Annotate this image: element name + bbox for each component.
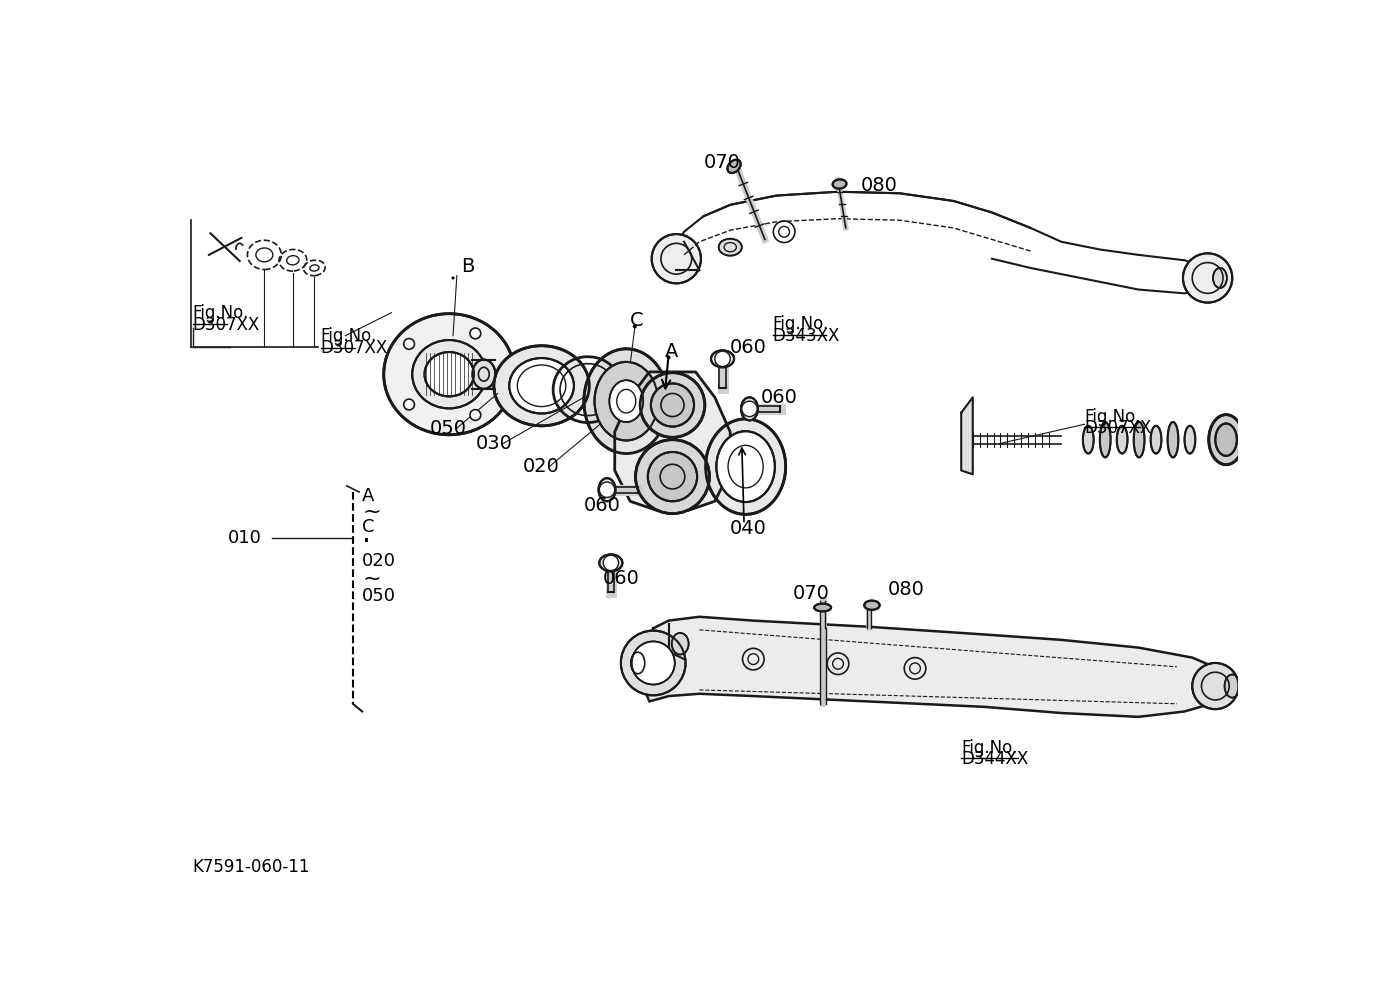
Text: A: A [363, 486, 375, 505]
Text: 080: 080 [860, 176, 898, 195]
Circle shape [451, 276, 455, 279]
Circle shape [632, 642, 674, 685]
Ellipse shape [833, 179, 847, 188]
Circle shape [470, 328, 481, 338]
Polygon shape [615, 372, 731, 511]
Ellipse shape [1168, 422, 1179, 457]
Circle shape [652, 234, 701, 283]
Ellipse shape [712, 350, 734, 367]
Circle shape [714, 351, 731, 366]
Text: D344XX: D344XX [961, 750, 1029, 768]
Ellipse shape [728, 160, 741, 173]
Text: 060: 060 [583, 495, 621, 515]
Text: 060: 060 [761, 387, 798, 406]
Text: 040: 040 [731, 519, 767, 538]
Ellipse shape [1117, 425, 1128, 453]
Ellipse shape [412, 340, 487, 408]
Circle shape [666, 355, 670, 359]
Ellipse shape [706, 418, 786, 515]
Ellipse shape [741, 397, 758, 420]
Text: ~: ~ [363, 502, 381, 522]
Circle shape [600, 482, 615, 497]
Text: A: A [665, 341, 678, 360]
Circle shape [404, 399, 415, 409]
Text: Fig.No.: Fig.No. [772, 315, 829, 333]
Text: C: C [363, 518, 375, 536]
Text: 070: 070 [705, 153, 741, 172]
Ellipse shape [425, 352, 474, 396]
Text: D307XX: D307XX [1084, 419, 1151, 437]
Ellipse shape [594, 362, 658, 440]
Ellipse shape [1100, 422, 1110, 457]
Ellipse shape [814, 604, 832, 612]
Text: D307XX: D307XX [320, 339, 387, 357]
Ellipse shape [1214, 268, 1227, 288]
Ellipse shape [1185, 425, 1196, 453]
Ellipse shape [472, 359, 495, 388]
Circle shape [603, 556, 619, 571]
Ellipse shape [718, 238, 742, 255]
Circle shape [470, 409, 481, 420]
Circle shape [640, 372, 705, 437]
Text: 020: 020 [523, 457, 560, 476]
Text: 080: 080 [888, 581, 925, 600]
Ellipse shape [1083, 425, 1094, 453]
Ellipse shape [598, 478, 615, 502]
Ellipse shape [600, 555, 622, 572]
Ellipse shape [630, 653, 645, 674]
Ellipse shape [716, 431, 775, 503]
Circle shape [404, 338, 415, 349]
Text: Fig.No.: Fig.No. [320, 326, 376, 344]
Circle shape [1193, 663, 1238, 709]
Text: ·: · [363, 529, 371, 557]
Text: Fig.No.: Fig.No. [961, 739, 1018, 757]
Text: 010: 010 [228, 530, 262, 548]
Text: Fig.No.: Fig.No. [193, 303, 250, 321]
Circle shape [1183, 253, 1233, 302]
Text: 030: 030 [476, 434, 513, 453]
Text: 060: 060 [731, 337, 767, 356]
Circle shape [636, 439, 709, 514]
Ellipse shape [1225, 675, 1240, 698]
Ellipse shape [610, 380, 643, 422]
Text: B: B [461, 257, 474, 276]
Text: K7591-060-11: K7591-060-11 [193, 858, 310, 876]
Ellipse shape [672, 633, 688, 655]
Polygon shape [644, 617, 1230, 717]
Circle shape [648, 452, 698, 502]
Ellipse shape [1134, 422, 1145, 457]
Text: 020: 020 [363, 552, 396, 570]
Ellipse shape [383, 313, 514, 434]
Ellipse shape [509, 358, 574, 413]
Text: 060: 060 [603, 569, 640, 588]
Polygon shape [961, 397, 972, 474]
Text: Fig.No.: Fig.No. [1084, 407, 1140, 425]
Text: 070: 070 [793, 585, 830, 604]
Circle shape [651, 383, 694, 426]
Text: D343XX: D343XX [772, 326, 840, 344]
Circle shape [742, 401, 757, 416]
Text: 050: 050 [430, 418, 467, 437]
Ellipse shape [865, 601, 880, 610]
Ellipse shape [1209, 414, 1244, 464]
Circle shape [621, 631, 685, 696]
Circle shape [633, 324, 637, 328]
Ellipse shape [583, 348, 669, 453]
Ellipse shape [1150, 425, 1161, 453]
Text: ~: ~ [363, 569, 381, 589]
Text: C: C [630, 311, 644, 329]
Ellipse shape [1215, 423, 1237, 455]
Text: 050: 050 [363, 587, 396, 605]
Ellipse shape [494, 345, 589, 425]
Text: D307XX: D307XX [193, 316, 261, 334]
